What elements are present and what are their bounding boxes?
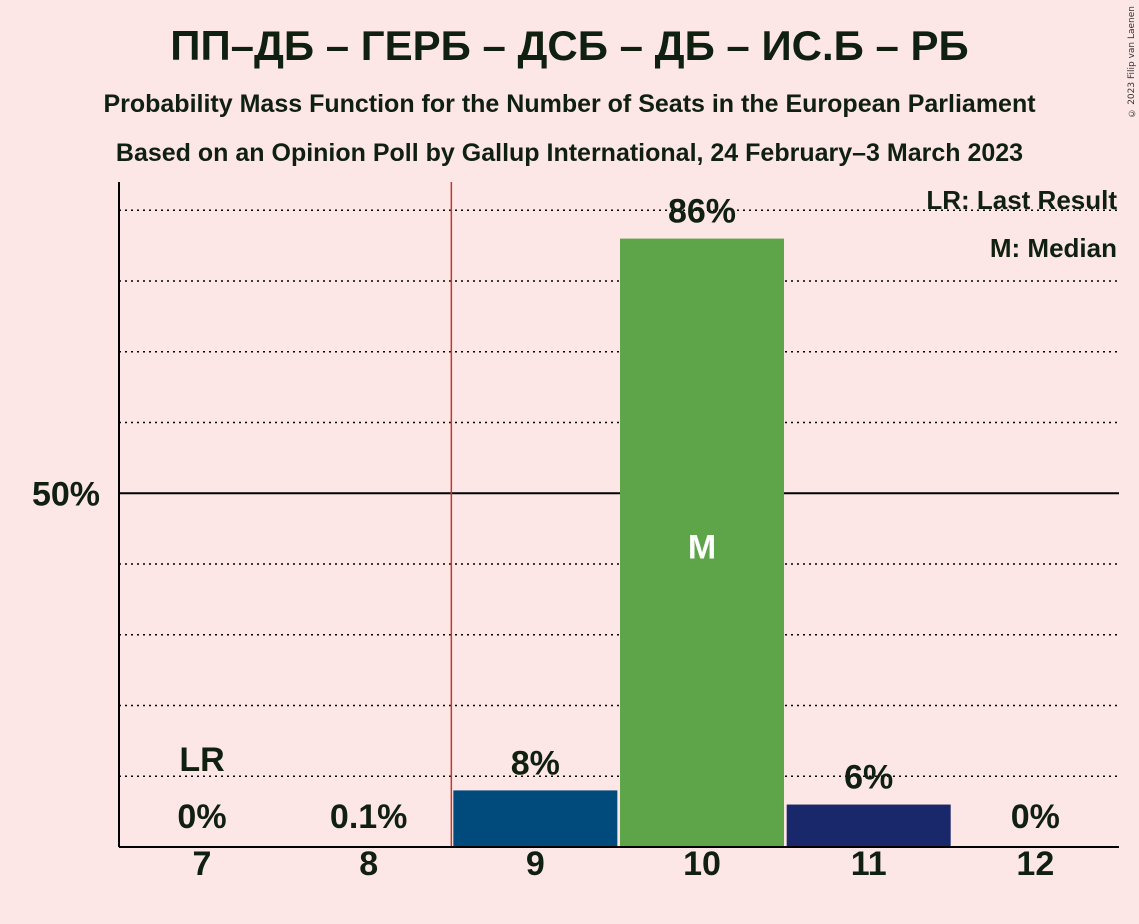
x-tick-label-8: 8 — [359, 845, 378, 883]
data-label-10: 86% — [668, 193, 736, 231]
x-tick-label-10: 10 — [683, 845, 721, 883]
x-tick-label-11: 11 — [851, 845, 887, 883]
data-label-9: 8% — [511, 744, 560, 782]
x-tick-label-9: 9 — [526, 845, 545, 883]
y-tick-label-50: 50% — [32, 475, 100, 513]
median-label: M — [688, 529, 716, 567]
bar-10 — [620, 238, 785, 847]
x-tick-label-12: 12 — [1016, 845, 1054, 883]
data-label-8: 0.1% — [330, 798, 408, 836]
bar-11 — [786, 804, 951, 847]
x-tick-label-7: 7 — [193, 845, 212, 883]
chart-source: Based on an Opinion Poll by Gallup Inter… — [115, 139, 1024, 167]
legend-median: M: Median — [990, 233, 1117, 263]
data-label-12: 0% — [1011, 798, 1060, 836]
data-label-7: 0% — [177, 798, 226, 836]
legend-last-result: LR: Last Result — [926, 185, 1117, 215]
bar-9 — [453, 790, 618, 847]
chart-title: ПП–ДБ – ГЕРБ – ДСБ – ДБ – ИС.Б – РБ — [170, 22, 969, 69]
data-label-11: 6% — [844, 759, 893, 797]
last-result-label: LR — [179, 741, 224, 779]
chart-subtitle: Probability Mass Function for the Number… — [103, 90, 1036, 118]
